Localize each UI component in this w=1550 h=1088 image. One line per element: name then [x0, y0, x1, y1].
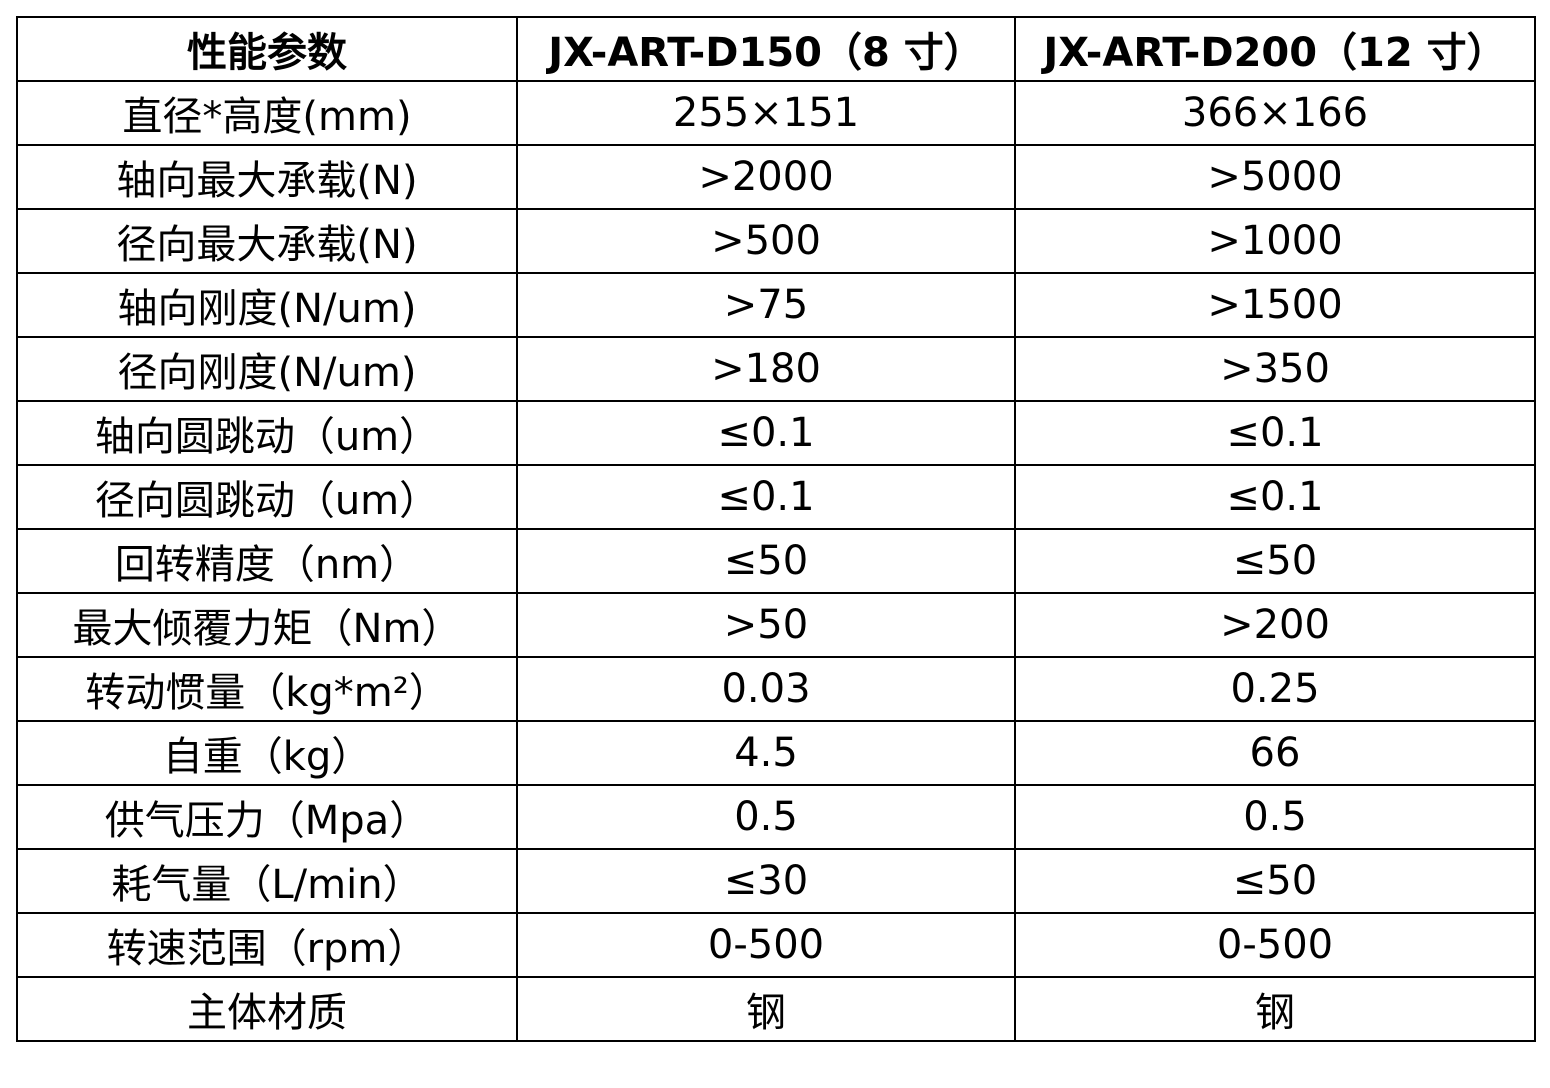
table-row: 轴向最大承载(N) >2000 >5000 [16, 144, 1536, 210]
value-cell: 0-500 [516, 912, 1016, 978]
table-row: 自重（kg） 4.5 66 [16, 720, 1536, 786]
table-row: 转速范围（rpm） 0-500 0-500 [16, 912, 1536, 978]
value-cell: 4.5 [516, 720, 1016, 786]
param-cell: 轴向刚度(N/um) [16, 272, 518, 338]
value-cell: 255×151 [516, 80, 1016, 146]
value-cell: ≤50 [1014, 848, 1536, 914]
header-cell: JX-ART-D150（8 寸） [516, 16, 1016, 82]
value-cell: ≤0.1 [1014, 464, 1536, 530]
value-cell: ≤50 [1014, 528, 1536, 594]
value-cell: ≤0.1 [516, 400, 1016, 466]
header-cell: JX-ART-D200（12 寸） [1014, 16, 1536, 82]
param-cell: 径向最大承载(N) [16, 208, 518, 274]
spec-table: 性能参数 JX-ART-D150（8 寸） JX-ART-D200（12 寸） 直径… [16, 16, 1536, 1042]
value-cell: >200 [1014, 592, 1536, 658]
table-row: 轴向刚度(N/um) >75 >1500 [16, 272, 1536, 338]
param-cell: 直径*高度(mm) [16, 80, 518, 146]
value-cell: 366×166 [1014, 80, 1536, 146]
value-cell: 0.03 [516, 656, 1016, 722]
table-row: 径向圆跳动（um） ≤0.1 ≤0.1 [16, 464, 1536, 530]
value-cell: 钢 [516, 976, 1016, 1042]
param-cell: 供气压力（Mpa） [16, 784, 518, 850]
value-cell: >1500 [1014, 272, 1536, 338]
value-cell: 0-500 [1014, 912, 1536, 978]
value-cell: ≤0.1 [516, 464, 1016, 530]
value-cell: >2000 [516, 144, 1016, 210]
param-cell: 轴向最大承载(N) [16, 144, 518, 210]
value-cell: 0.5 [516, 784, 1016, 850]
param-cell: 回转精度（nm） [16, 528, 518, 594]
value-cell: >5000 [1014, 144, 1536, 210]
table-row: 回转精度（nm） ≤50 ≤50 [16, 528, 1536, 594]
value-cell: ≤50 [516, 528, 1016, 594]
table-row: 直径*高度(mm) 255×151 366×166 [16, 80, 1536, 146]
table-row: 径向最大承载(N) >500 >1000 [16, 208, 1536, 274]
value-cell: >180 [516, 336, 1016, 402]
param-cell: 径向刚度(N/um) [16, 336, 518, 402]
param-cell: 最大倾覆力矩（Nm） [16, 592, 518, 658]
param-cell: 转动惯量（kg*m²） [16, 656, 518, 722]
value-cell: >1000 [1014, 208, 1536, 274]
table-row: 供气压力（Mpa） 0.5 0.5 [16, 784, 1536, 850]
header-cell: 性能参数 [16, 16, 518, 82]
param-cell: 主体材质 [16, 976, 518, 1042]
table-row: 最大倾覆力矩（Nm） >50 >200 [16, 592, 1536, 658]
value-cell: 0.5 [1014, 784, 1536, 850]
param-cell: 轴向圆跳动（um） [16, 400, 518, 466]
value-cell: 钢 [1014, 976, 1536, 1042]
table-row: 轴向圆跳动（um） ≤0.1 ≤0.1 [16, 400, 1536, 466]
table-row: 径向刚度(N/um) >180 >350 [16, 336, 1536, 402]
header-row: 性能参数 JX-ART-D150（8 寸） JX-ART-D200（12 寸） [16, 16, 1536, 82]
value-cell: 66 [1014, 720, 1536, 786]
param-cell: 转速范围（rpm） [16, 912, 518, 978]
value-cell: >50 [516, 592, 1016, 658]
value-cell: >500 [516, 208, 1016, 274]
table-row: 主体材质钢钢 [16, 976, 1536, 1042]
value-cell: ≤0.1 [1014, 400, 1536, 466]
param-cell: 耗气量（L/min） [16, 848, 518, 914]
table-row: 转动惯量（kg*m²） 0.03 0.25 [16, 656, 1536, 722]
param-cell: 径向圆跳动（um） [16, 464, 518, 530]
param-cell: 自重（kg） [16, 720, 518, 786]
value-cell: 0.25 [1014, 656, 1536, 722]
value-cell: ≤30 [516, 848, 1016, 914]
table-row: 耗气量（L/min） ≤30 ≤50 [16, 848, 1536, 914]
value-cell: >350 [1014, 336, 1536, 402]
value-cell: >75 [516, 272, 1016, 338]
